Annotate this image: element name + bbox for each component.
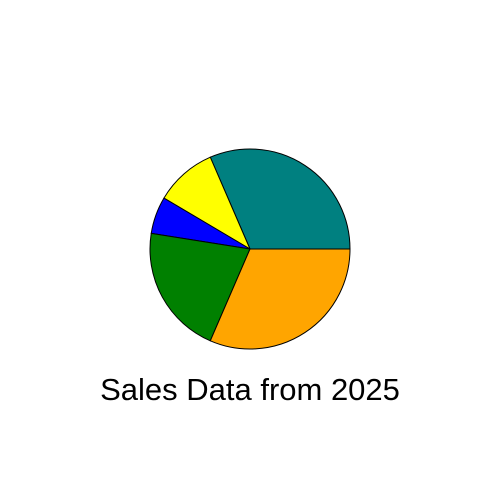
pie-slice-5 <box>209 248 351 350</box>
pie-slice-1 <box>209 148 351 250</box>
chart-title: Sales Data from 2025 <box>100 372 400 407</box>
pie-slice-4 <box>149 232 251 342</box>
pie-slices <box>149 148 351 350</box>
